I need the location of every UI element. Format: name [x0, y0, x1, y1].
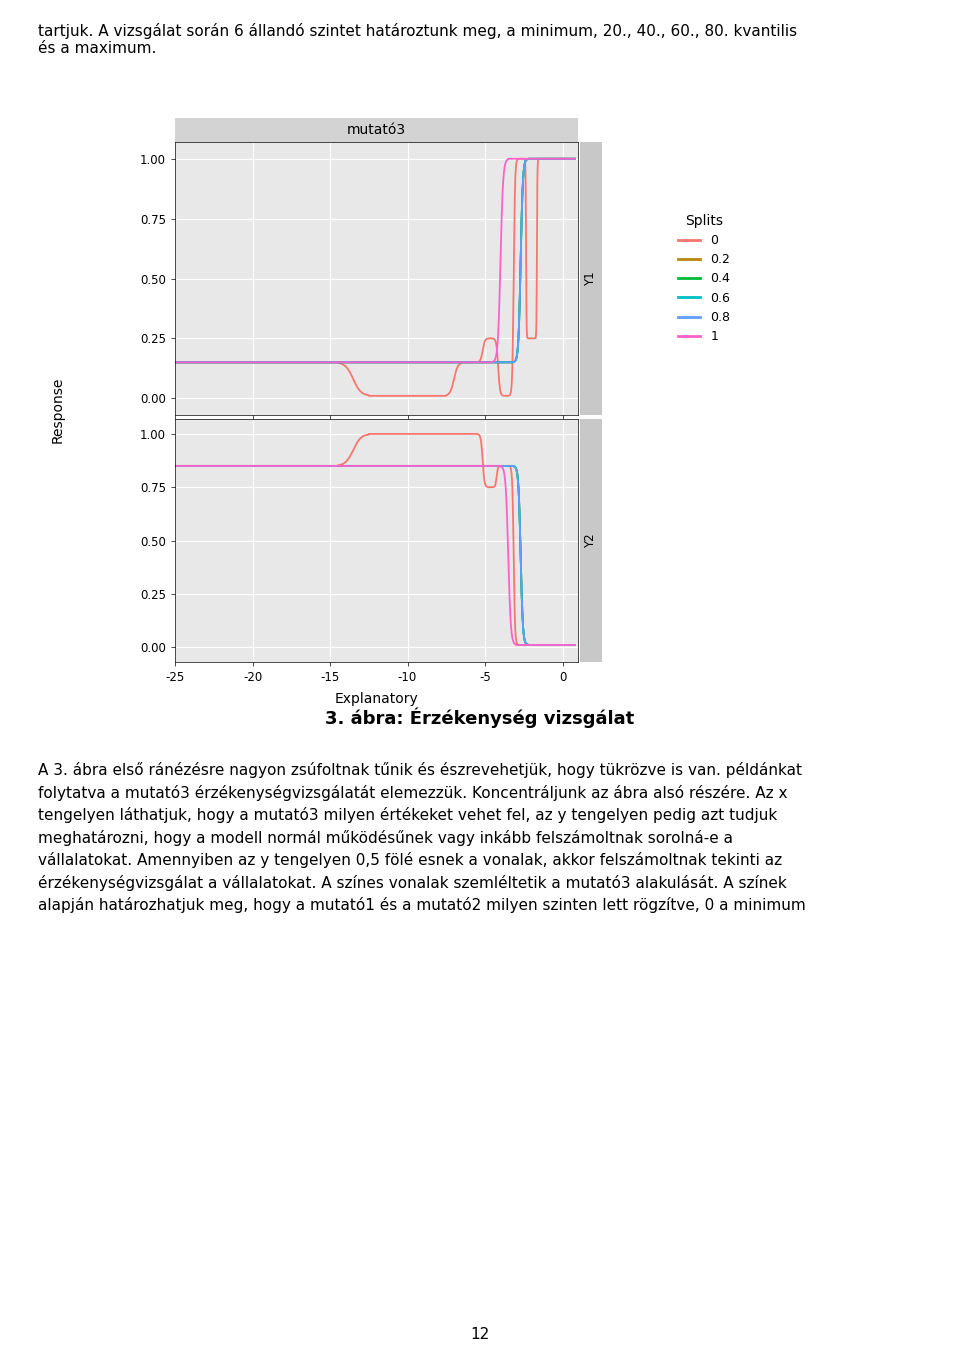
Text: Y1: Y1: [585, 272, 597, 285]
Text: mutató3: mutató3: [347, 124, 406, 137]
Text: Explanatory: Explanatory: [335, 693, 419, 706]
Text: A 3. ábra első ránézésre nagyon zsúfoltnak tűnik és észrevehetjük, hogy tükrözve: A 3. ábra első ránézésre nagyon zsúfoltn…: [38, 762, 806, 913]
Text: Y2: Y2: [585, 534, 597, 547]
Text: tartjuk. A vizsgálat során 6 állandó szintet határoztunk meg, a minimum, 20., 40: tartjuk. A vizsgálat során 6 állandó szi…: [38, 23, 798, 57]
Text: 12: 12: [470, 1327, 490, 1342]
Text: Response: Response: [51, 376, 64, 443]
Legend: 0, 0.2, 0.4, 0.6, 0.8, 1: 0, 0.2, 0.4, 0.6, 0.8, 1: [673, 209, 735, 348]
Text: 3. ábra: Érzékenység vizsgálat: 3. ábra: Érzékenység vizsgálat: [325, 708, 635, 728]
